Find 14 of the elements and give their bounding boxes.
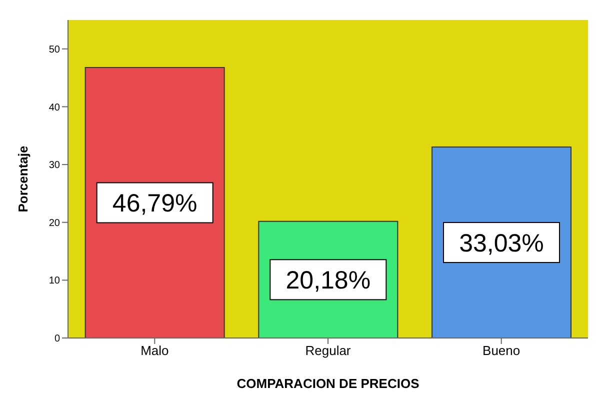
y-tick-label: 20	[48, 218, 60, 229]
x-tick-label: Regular	[305, 343, 352, 358]
y-tick-label: 0	[54, 334, 60, 345]
x-axis-title: COMPARACION DE PRECIOS	[236, 376, 420, 391]
y-tick-label: 50	[48, 44, 60, 56]
data-label: 33,03%	[459, 230, 544, 258]
x-tick-label: Bueno	[482, 343, 520, 358]
x-tick-label: Malo	[140, 343, 169, 358]
y-tick-label: 40	[48, 102, 60, 114]
data-label: 46,79%	[112, 190, 198, 218]
y-tick-label: 10	[48, 276, 60, 287]
data-label: 20,18%	[286, 266, 371, 295]
y-tick-label: 30	[48, 160, 60, 172]
y-axis-title: Porcentaje	[16, 146, 31, 212]
